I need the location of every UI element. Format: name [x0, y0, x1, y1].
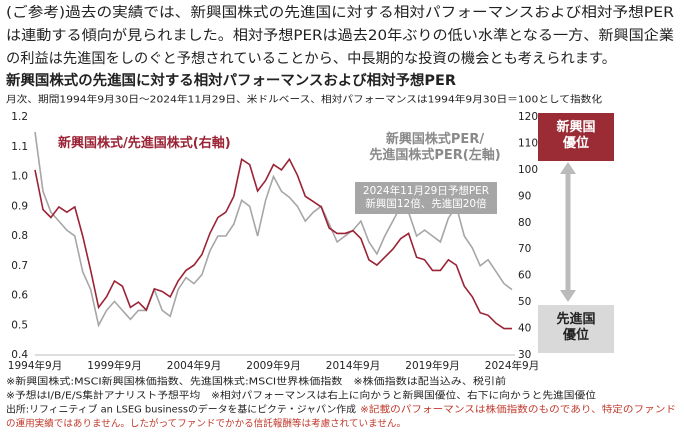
arrow-head	[560, 162, 576, 174]
x-tick-label: 1999年9月	[87, 359, 141, 372]
note: 出所:リフィニティブ an LSEG businessのデータを基にピクテ・ジャ…	[6, 404, 357, 416]
x-tick-label: 2014年9月	[326, 359, 380, 372]
bottom-box-label: 先進国 優位	[556, 312, 596, 344]
y-tick-label: 0.9	[11, 200, 28, 212]
top-box-label: 新興国 優位	[556, 120, 596, 152]
x-tick-label: 2004年9月	[167, 359, 221, 372]
y2-tick-label: 90	[518, 190, 531, 202]
callout: 2024年11月29日予想PER 新興国12倍、先進国20倍	[362, 185, 490, 211]
legend-label: 新興国株式/先進国株式(右軸)	[58, 136, 231, 151]
x-tick-label: 1994年9月	[8, 359, 62, 372]
y-tick-label: 1.2	[11, 111, 28, 123]
y-tick-label: 0.5	[11, 319, 28, 331]
x-tick-label: 2024年9月	[485, 359, 539, 372]
legend-label: 新興国株式PER/ 先進国株式PER(左軸)	[369, 132, 501, 164]
y2-tick-label: 50	[518, 296, 531, 308]
y2-tick-label: 30	[518, 349, 531, 361]
y-tick-label: 0.8	[11, 230, 28, 242]
note: ※予想はI/B/E/S集計アナリスト予想平均 ※相対パフォーマンスは右上に向かう…	[6, 390, 597, 402]
y-tick-label: 0.4	[11, 349, 28, 361]
series-line	[34, 131, 513, 328]
y-tick-label: 0.6	[11, 290, 28, 302]
intro-line: (ご参考)過去の実績では、新興国株式の先進国に対する相対パフォーマンスおよび相対…	[6, 4, 674, 21]
y-tick-label: 0.7	[11, 260, 28, 272]
note: ※新興国株式:MSCI新興国株価指数、先進国株式:MSCI世界株価指数 ※株価指…	[6, 376, 506, 388]
y2-tick-label: 110	[518, 137, 538, 149]
disclaimer: ※記載のパフォーマンスは株価指数のものであり、特定のファンド	[360, 404, 676, 416]
chart-subtitle: 月次、期間1994年9月30日～2024年11月29日、米ドルベース、相対パフォ…	[6, 94, 603, 106]
intro-line: の利益は先進国をしのぐと予想されていることから、中長期的な投資の機会とも考えられ…	[6, 51, 616, 67]
callout-box	[355, 182, 497, 214]
y2-tick-label: 80	[518, 217, 531, 229]
y2-tick-label: 60	[518, 270, 531, 282]
chart-title: 新興国株式の先進国に対する相対パフォーマンスおよび相対予想PER	[6, 72, 456, 89]
bottom-box	[538, 305, 614, 353]
x-tick-label: 2009年9月	[246, 359, 300, 372]
y2-tick-label: 70	[518, 243, 531, 255]
y2-tick-label: 40	[518, 323, 531, 335]
y2-tick-label: 100	[518, 164, 538, 176]
intro-line: は連動する傾向が見られました。相対予想PERは過去20年ぶりの低い水準となる一方…	[6, 27, 674, 44]
series-line	[34, 157, 512, 330]
disclaimer: の運用実績ではありません。したがってファンドでかかる信託報酬等は考慮されていませ…	[6, 418, 406, 430]
y-tick-label: 1.0	[11, 171, 28, 183]
arrow-head	[560, 290, 576, 302]
x-tick-label: 2019年9月	[405, 359, 459, 372]
y-tick-label: 1.1	[11, 141, 28, 153]
top-box	[538, 113, 614, 161]
y2-tick-label: 120	[518, 111, 538, 123]
